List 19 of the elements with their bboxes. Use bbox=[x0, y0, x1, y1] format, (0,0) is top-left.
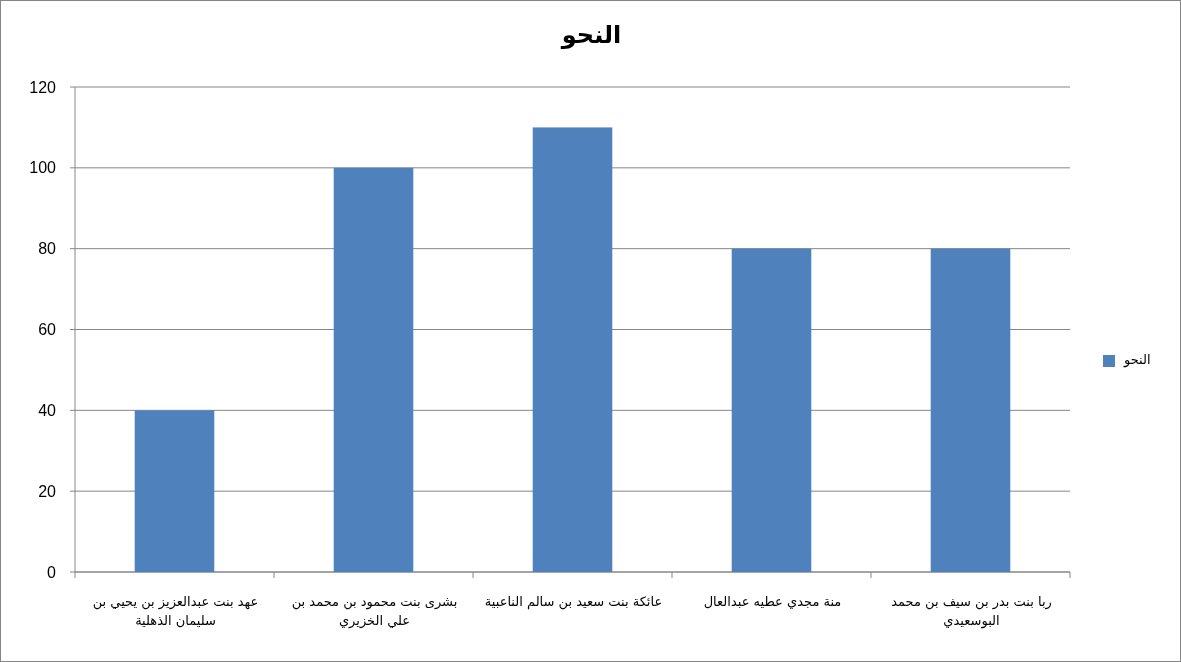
y-tick-label: 120 bbox=[29, 78, 57, 96]
y-tick-label: 40 bbox=[38, 401, 57, 419]
chart-title: النحو bbox=[559, 21, 623, 49]
y-tick-label: 60 bbox=[38, 321, 57, 338]
legend-label: النحو bbox=[1124, 352, 1151, 367]
bar bbox=[333, 167, 414, 572]
bar bbox=[532, 127, 613, 572]
bar bbox=[134, 410, 215, 572]
y-tick-label: 0 bbox=[47, 563, 57, 581]
x-tick-label: عائكة بنت سعيد بن سالم الناعبية bbox=[483, 593, 664, 611]
y-tick-label: 80 bbox=[38, 240, 57, 258]
x-tick-label: ربا بنت بدر بن سيف بن محمد البوسعيدي bbox=[890, 593, 1053, 630]
x-tick-label: عهد بنت عبدالعزيز بن يحيي بن سليمان الذهلية bbox=[91, 593, 260, 630]
bar bbox=[930, 248, 1011, 572]
x-tick-label: منة مجدي عطيه عبدالعال bbox=[702, 593, 843, 611]
bar bbox=[731, 248, 812, 572]
y-tick-label: 20 bbox=[38, 482, 57, 500]
x-tick-label: بشرى بنت محمود بن محمد بن علي الخزيري bbox=[290, 593, 459, 630]
y-tick-label: 100 bbox=[29, 159, 57, 177]
